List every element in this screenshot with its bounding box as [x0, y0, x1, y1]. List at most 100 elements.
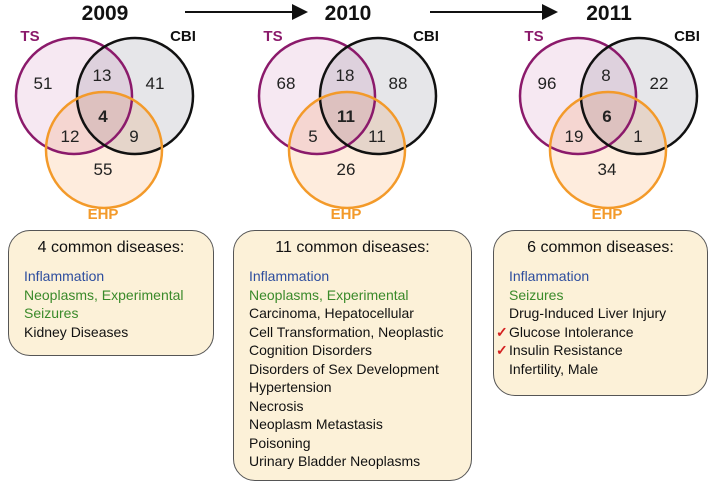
disease-name: Cognition Disorders [249, 342, 372, 358]
common-diseases-box-2009: 4 common diseases: Inflammation Neoplasms,… [8, 230, 214, 356]
disease-item: Hypertension [249, 378, 471, 397]
disease-item: Infertility, Male [509, 360, 707, 379]
disease-item: Drug-Induced Liver Injury [509, 304, 707, 323]
disease-item: Neoplasms, Experimental [24, 286, 213, 305]
disease-name: Neoplasms, Experimental [249, 286, 409, 303]
count-ts-ehp: 12 [61, 127, 80, 146]
ehp-label: EHP [88, 206, 119, 223]
cbi-label: CBI [413, 28, 439, 45]
disease-name: Seizures [24, 305, 79, 321]
cbi-label: CBI [674, 28, 700, 45]
venn-2009: 2009 TS CBI EHP 51 41 13 4 12 9 55 [14, 2, 196, 223]
ts-circle [518, 36, 638, 156]
count-all: 4 [98, 107, 108, 126]
cbi-label: CBI [170, 28, 196, 45]
disease-item: Kidney Diseases [24, 323, 213, 342]
disease-item: ✓ Insulin Resistance [496, 341, 707, 360]
ehp-label: EHP [592, 206, 623, 223]
venn-2011: 2011 TS CBI EHP 96 22 8 6 19 1 34 [518, 2, 700, 223]
disease-name: Insulin Resistance [509, 342, 623, 358]
disease-list: Inflammation Neoplasms, Experimental Carci… [234, 267, 471, 471]
disease-item: Inflammation [24, 267, 213, 286]
disease-name: Neoplasm Metastasis [249, 416, 383, 432]
disease-name: Inflammation [24, 268, 105, 284]
disease-name: Inflammation [249, 268, 330, 284]
count-ts-only: 68 [277, 74, 296, 93]
count-cbi-ehp: 9 [129, 127, 138, 146]
year-title: 2009 [82, 2, 129, 25]
ehp-circle [287, 90, 407, 210]
ehp-circle-fill [46, 92, 162, 208]
cbi-circle [318, 36, 438, 156]
disease-item: Necrosis [249, 397, 471, 416]
count-cbi-ehp: 1 [633, 127, 642, 146]
ehp-circle [548, 90, 668, 210]
ts-circle [14, 36, 134, 156]
ts-label: TS [524, 28, 543, 45]
disease-item: ✓ Glucose Intolerance [496, 323, 707, 342]
check-mark-icon: ✓ [496, 323, 508, 340]
count-all: 11 [337, 107, 355, 126]
count-ehp-only: 26 [337, 160, 356, 179]
count-ts-cbi: 18 [336, 66, 355, 85]
ehp-circle-fill [289, 92, 405, 208]
disease-item: Poisoning [249, 434, 471, 453]
venn-2010: 2010 TS CBI EHP 68 88 18 11 5 11 26 [257, 2, 439, 223]
box-title: 4 common diseases: [37, 239, 185, 256]
common-diseases-box-2011: 6 common diseases: Inflammation Seizures Dr… [493, 230, 708, 396]
disease-item: Neoplasms, Experimental [249, 286, 471, 305]
disease-name: Disorders of Sex Development [249, 360, 439, 377]
count-ts-cbi: 8 [601, 66, 610, 85]
disease-name: Cell Transformation, Neoplastic [249, 323, 444, 340]
common-diseases-box-2010: 11 common diseases: Inflammation Neoplasms… [233, 230, 472, 481]
disease-name: Glucose Intolerance [509, 323, 634, 340]
cbi-circle [579, 36, 699, 156]
count-all: 6 [602, 107, 611, 126]
check-mark-icon: ✓ [496, 342, 508, 358]
ts-label: TS [263, 28, 282, 45]
count-cbi-only: 41 [146, 74, 165, 93]
disease-item: Urinary Bladder Neoplasms [249, 452, 471, 471]
year-title: 2011 [586, 2, 632, 25]
count-ehp-only: 55 [94, 160, 113, 179]
disease-item: Neoplasm Metastasis [249, 415, 471, 434]
disease-name: Kidney Diseases [24, 323, 129, 340]
disease-item: Inflammation [249, 267, 471, 286]
disease-name: Seizures [509, 286, 564, 303]
year-title: 2010 [325, 2, 372, 25]
disease-item: Seizures [509, 286, 707, 305]
ehp-label: EHP [331, 206, 362, 223]
disease-name: Hypertension [249, 379, 332, 395]
disease-name: Poisoning [249, 434, 311, 451]
ts-circle [257, 36, 377, 156]
ehp-circle-fill [550, 92, 666, 208]
disease-name: Infertility, Male [509, 360, 599, 377]
count-cbi-only: 22 [650, 74, 669, 93]
ehp-circle [44, 90, 164, 210]
disease-name: Drug-Induced Liver Injury [509, 305, 667, 321]
disease-name: Urinary Bladder Neoplasms [249, 453, 421, 469]
disease-name: Neoplasms, Experimental [24, 286, 184, 303]
box-title: 6 common diseases: [527, 239, 674, 256]
box-title: 11 common diseases: [275, 239, 430, 256]
disease-item: Cell Transformation, Neoplastic [249, 323, 471, 342]
cbi-circle [75, 36, 195, 156]
disease-name: Carcinoma, Hepatocellular [249, 305, 414, 321]
disease-list: Inflammation Neoplasms, Experimental Seizu… [9, 267, 213, 341]
disease-item: Inflammation [509, 267, 707, 286]
disease-item: Disorders of Sex Development [249, 360, 471, 379]
ts-label: TS [20, 28, 39, 45]
disease-name: Inflammation [509, 268, 590, 284]
disease-list: Inflammation Seizures Drug-Induced Liver I… [494, 267, 707, 378]
count-ts-ehp: 19 [565, 127, 584, 146]
count-ts-ehp: 5 [308, 127, 317, 146]
count-ts-cbi: 13 [93, 66, 112, 85]
disease-item: Cognition Disorders [249, 341, 471, 360]
disease-item: Seizures [24, 304, 213, 323]
count-ts-only: 96 [538, 74, 557, 93]
count-ts-only: 51 [34, 74, 53, 93]
count-cbi-ehp: 11 [368, 127, 386, 146]
disease-item: Carcinoma, Hepatocellular [249, 304, 471, 323]
count-ehp-only: 34 [598, 160, 617, 179]
